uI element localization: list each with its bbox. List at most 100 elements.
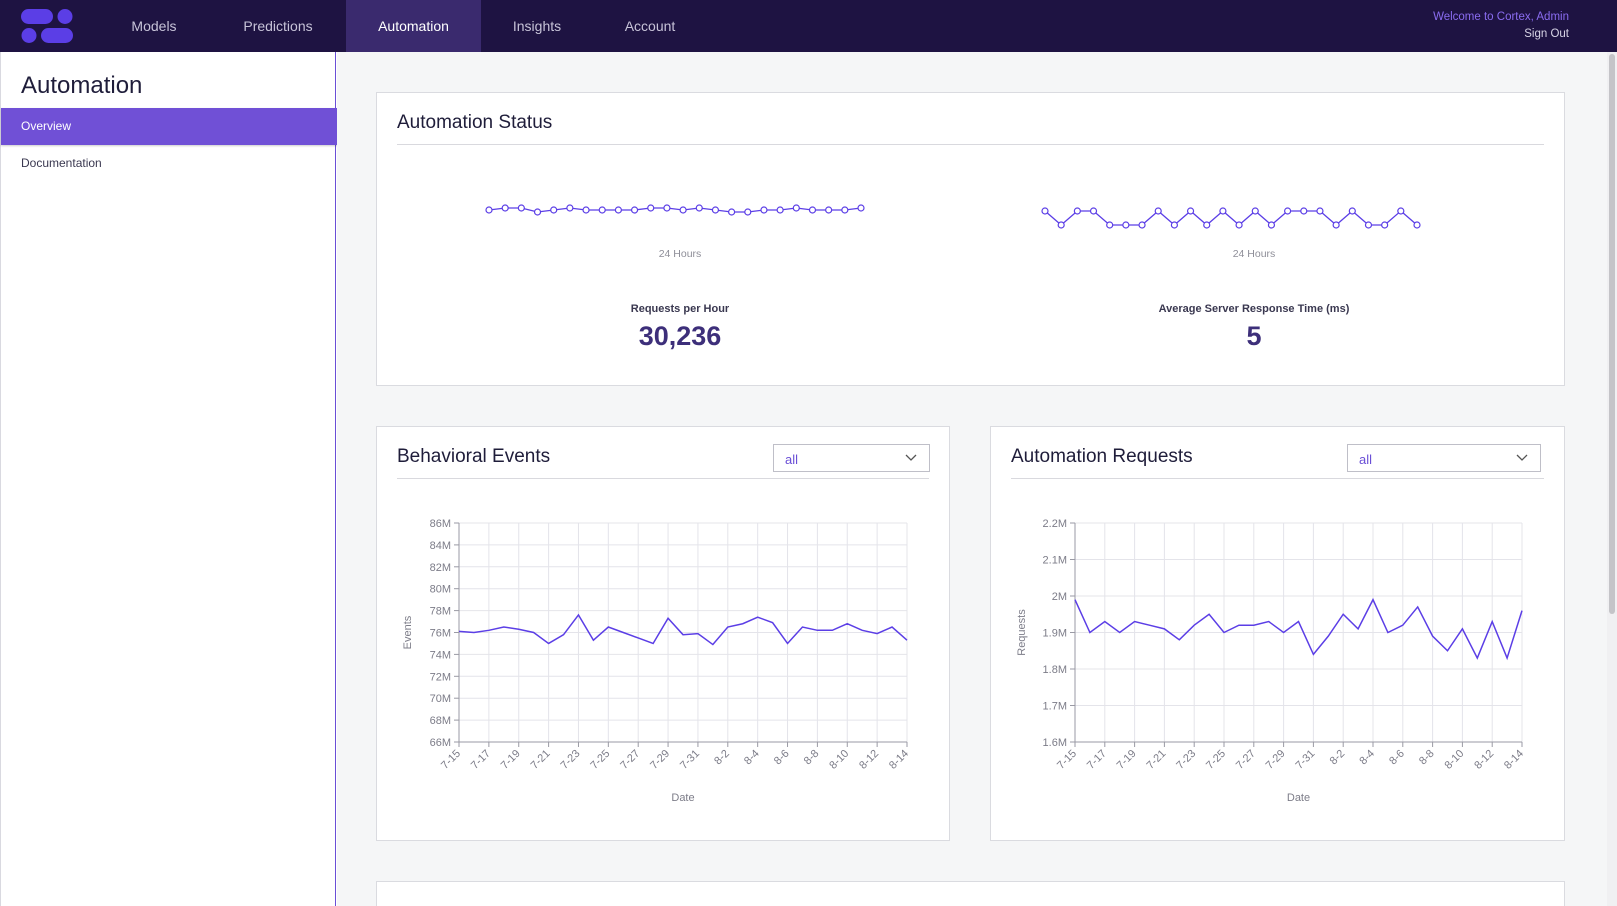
stat-value-requests: 30,236 [638, 321, 722, 351]
y-axis-title: Requests [1016, 609, 1028, 656]
stat-value-response-time: 5 [1246, 321, 1262, 351]
response-sparkline-point [1316, 207, 1324, 215]
x-tick-label: 7-25 [1204, 748, 1228, 772]
x-tick-label: 7-17 [1085, 748, 1109, 772]
y-tick-label: 86M [430, 518, 451, 530]
x-tick-label: 7-19 [499, 748, 523, 772]
y-tick-label: 1.9M [1043, 628, 1067, 640]
y-axis-title: Events [402, 615, 414, 649]
spark-caption-requests: 24 Hours [658, 248, 702, 260]
behavioral-events-filter-select[interactable]: all [773, 444, 930, 472]
x-axis-title: Date [671, 792, 694, 804]
top-navigation-bar: Models Predictions Automation Insights A… [0, 0, 1617, 52]
panel-title: Automation Status [397, 112, 553, 133]
y-tick-label: 76M [430, 628, 451, 640]
response-sparkline-point [1057, 221, 1065, 229]
welcome-message: Welcome to Cortex, Admin [1433, 11, 1569, 23]
x-axis-title: Date [1287, 792, 1310, 804]
nav-insights[interactable]: Insights [512, 18, 562, 34]
chevron-down-icon [1516, 454, 1528, 461]
response-sparkline-point [1267, 221, 1276, 229]
y-tick-label: 2M [1052, 591, 1067, 603]
y-tick-label: 78M [430, 606, 451, 618]
x-tick-label: 7-23 [559, 748, 583, 772]
requests-sparkline-point [647, 204, 655, 212]
nav-account[interactable]: Account [624, 18, 676, 34]
x-tick-label: 8-2 [712, 748, 732, 768]
requests-sparkline-point [582, 206, 590, 214]
x-tick-label: 8-14 [1502, 748, 1526, 772]
x-tick-label: 7-27 [618, 748, 642, 772]
y-tick-label: 66M [430, 737, 451, 749]
requests-sparkline-point [792, 204, 800, 212]
response-sparkline-point [1089, 207, 1098, 215]
response-sparkline-point [1203, 221, 1211, 229]
sidebar-item-documentation[interactable]: Documentation [21, 156, 102, 170]
response-sparkline-point [1284, 207, 1292, 215]
nav-models[interactable]: Models [131, 18, 177, 34]
response-sparkline-point [1332, 221, 1340, 229]
x-tick-label: 8-4 [1357, 748, 1377, 768]
x-tick-label: 7-31 [1293, 748, 1317, 772]
y-tick-label: 82M [430, 562, 451, 574]
requests-sparkline-point [630, 206, 639, 214]
requests-sparkline-point [695, 204, 703, 212]
response-sparkline-point [1154, 207, 1162, 215]
x-tick-label: 8-2 [1328, 748, 1348, 768]
x-tick-label: 7-31 [678, 748, 702, 772]
requests-sparkline-point [841, 206, 849, 214]
requests-sparkline-point [825, 206, 833, 214]
next-panel [376, 881, 1565, 906]
x-tick-label: 7-21 [1144, 748, 1168, 772]
response-sparkline-point [1381, 221, 1389, 229]
x-tick-label: 8-8 [802, 748, 822, 768]
requests-sparkline-point [598, 206, 606, 214]
y-tick-label: 74M [430, 649, 451, 661]
cortex-logo[interactable] [20, 7, 76, 45]
requests-sparkline-point [711, 206, 720, 214]
y-tick-label: 1.7M [1043, 701, 1067, 713]
y-tick-label: 2.2M [1043, 518, 1067, 530]
requests-sparkline-point [857, 204, 865, 212]
main-content: Automation Status 24 Hours Requests per … [337, 52, 1617, 906]
requests-sparkline-point [776, 206, 784, 214]
x-tick-label: 7-23 [1174, 748, 1198, 772]
divider [397, 478, 929, 479]
response-sparkline-line [1044, 210, 1418, 226]
y-tick-label: 84M [430, 540, 451, 552]
requests-sparkline-point [550, 206, 558, 214]
x-tick-label: 7-29 [648, 748, 672, 772]
scrollbar-thumb[interactable] [1609, 54, 1615, 614]
x-tick-label: 7-29 [1264, 748, 1288, 772]
response-sparkline-point [1106, 221, 1114, 229]
response-sparkline-point [1219, 207, 1227, 215]
x-tick-label: 7-19 [1115, 748, 1139, 772]
nav-automation[interactable]: Automation [346, 0, 481, 52]
x-tick-label: 7-15 [439, 748, 463, 772]
requests-sparkline-point [728, 208, 736, 216]
stat-label-response-time: Average Server Response Time (ms) [1158, 303, 1350, 315]
sparkline-response-time [1041, 207, 1421, 229]
response-sparkline-point [1348, 207, 1356, 215]
y-tick-label: 80M [430, 584, 451, 596]
requests-sparkline-point [517, 204, 525, 212]
spark-caption-response: 24 Hours [1232, 248, 1276, 260]
sidebar: Automation Overview Documentation [0, 52, 342, 906]
response-sparkline-point [1251, 207, 1259, 215]
behavioral-events-series-line [458, 613, 908, 646]
x-tick-label: 8-4 [742, 748, 762, 768]
y-tick-label: 72M [430, 671, 451, 683]
requests-sparkline-point [679, 206, 687, 214]
x-tick-label: 8-12 [1472, 748, 1496, 772]
sidebar-item-overview[interactable]: Overview [1, 108, 342, 145]
automation-requests-filter-select[interactable]: all [1347, 444, 1541, 472]
response-sparkline-point [1138, 221, 1146, 229]
nav-predictions[interactable]: Predictions [243, 18, 313, 34]
response-sparkline-point [1397, 207, 1405, 215]
panel-title: Behavioral Events [397, 446, 551, 467]
page-scrollbar[interactable] [1607, 52, 1617, 906]
divider [1011, 478, 1544, 479]
sign-out-link[interactable]: Sign Out [1524, 28, 1569, 40]
x-tick-label: 8-10 [1442, 748, 1466, 772]
requests-sparkline-point [614, 206, 622, 214]
